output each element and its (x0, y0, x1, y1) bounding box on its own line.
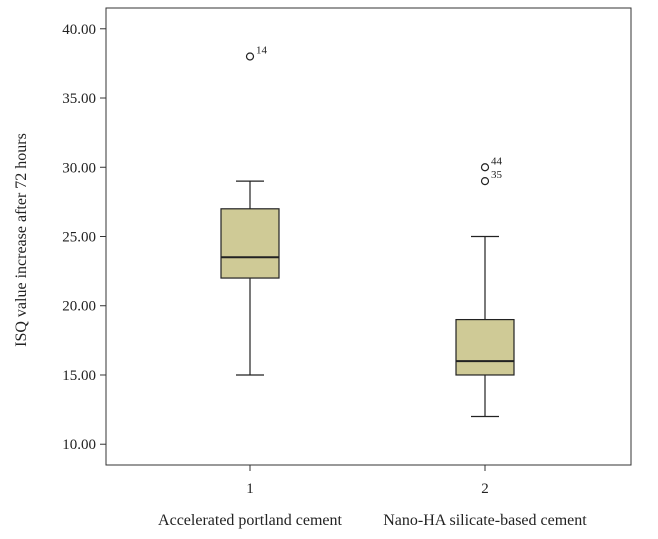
x-axis: 1 Accelerated portland cement 2 Nano-HA sil… (158, 465, 587, 529)
category-label: Accelerated portland cement (158, 512, 342, 529)
outlier-point (480, 163, 490, 172)
outlier-point (245, 52, 255, 61)
outlier-point (480, 177, 490, 186)
y-tick-label: 20.00 (62, 299, 96, 315)
y-tick-label: 40.00 (62, 22, 96, 38)
x-tick-label: 2 (481, 481, 489, 497)
y-axis: 10.00 15.00 20.00 25.00 30.00 35.00 40.00 (62, 22, 106, 453)
x-tick-label: 1 (246, 481, 254, 497)
outlier-label: 14 (256, 44, 268, 56)
y-tick-label: 15.00 (62, 368, 96, 384)
y-tick-label: 25.00 (62, 230, 96, 246)
outlier-label: 35 (491, 169, 503, 181)
y-tick-label: 35.00 (62, 91, 96, 107)
y-axis-title: ISQ value increase after 72 hours (13, 133, 30, 347)
box-group-1: 14 (220, 44, 280, 376)
iqr-box (455, 318, 515, 376)
y-tick-label: 30.00 (62, 160, 96, 176)
iqr-box (220, 208, 280, 279)
outlier-label: 44 (491, 155, 503, 167)
plot-frame (105, 7, 632, 466)
y-tick-label: 10.00 (62, 437, 96, 453)
category-label: Nano-HA silicate-based cement (383, 512, 587, 529)
